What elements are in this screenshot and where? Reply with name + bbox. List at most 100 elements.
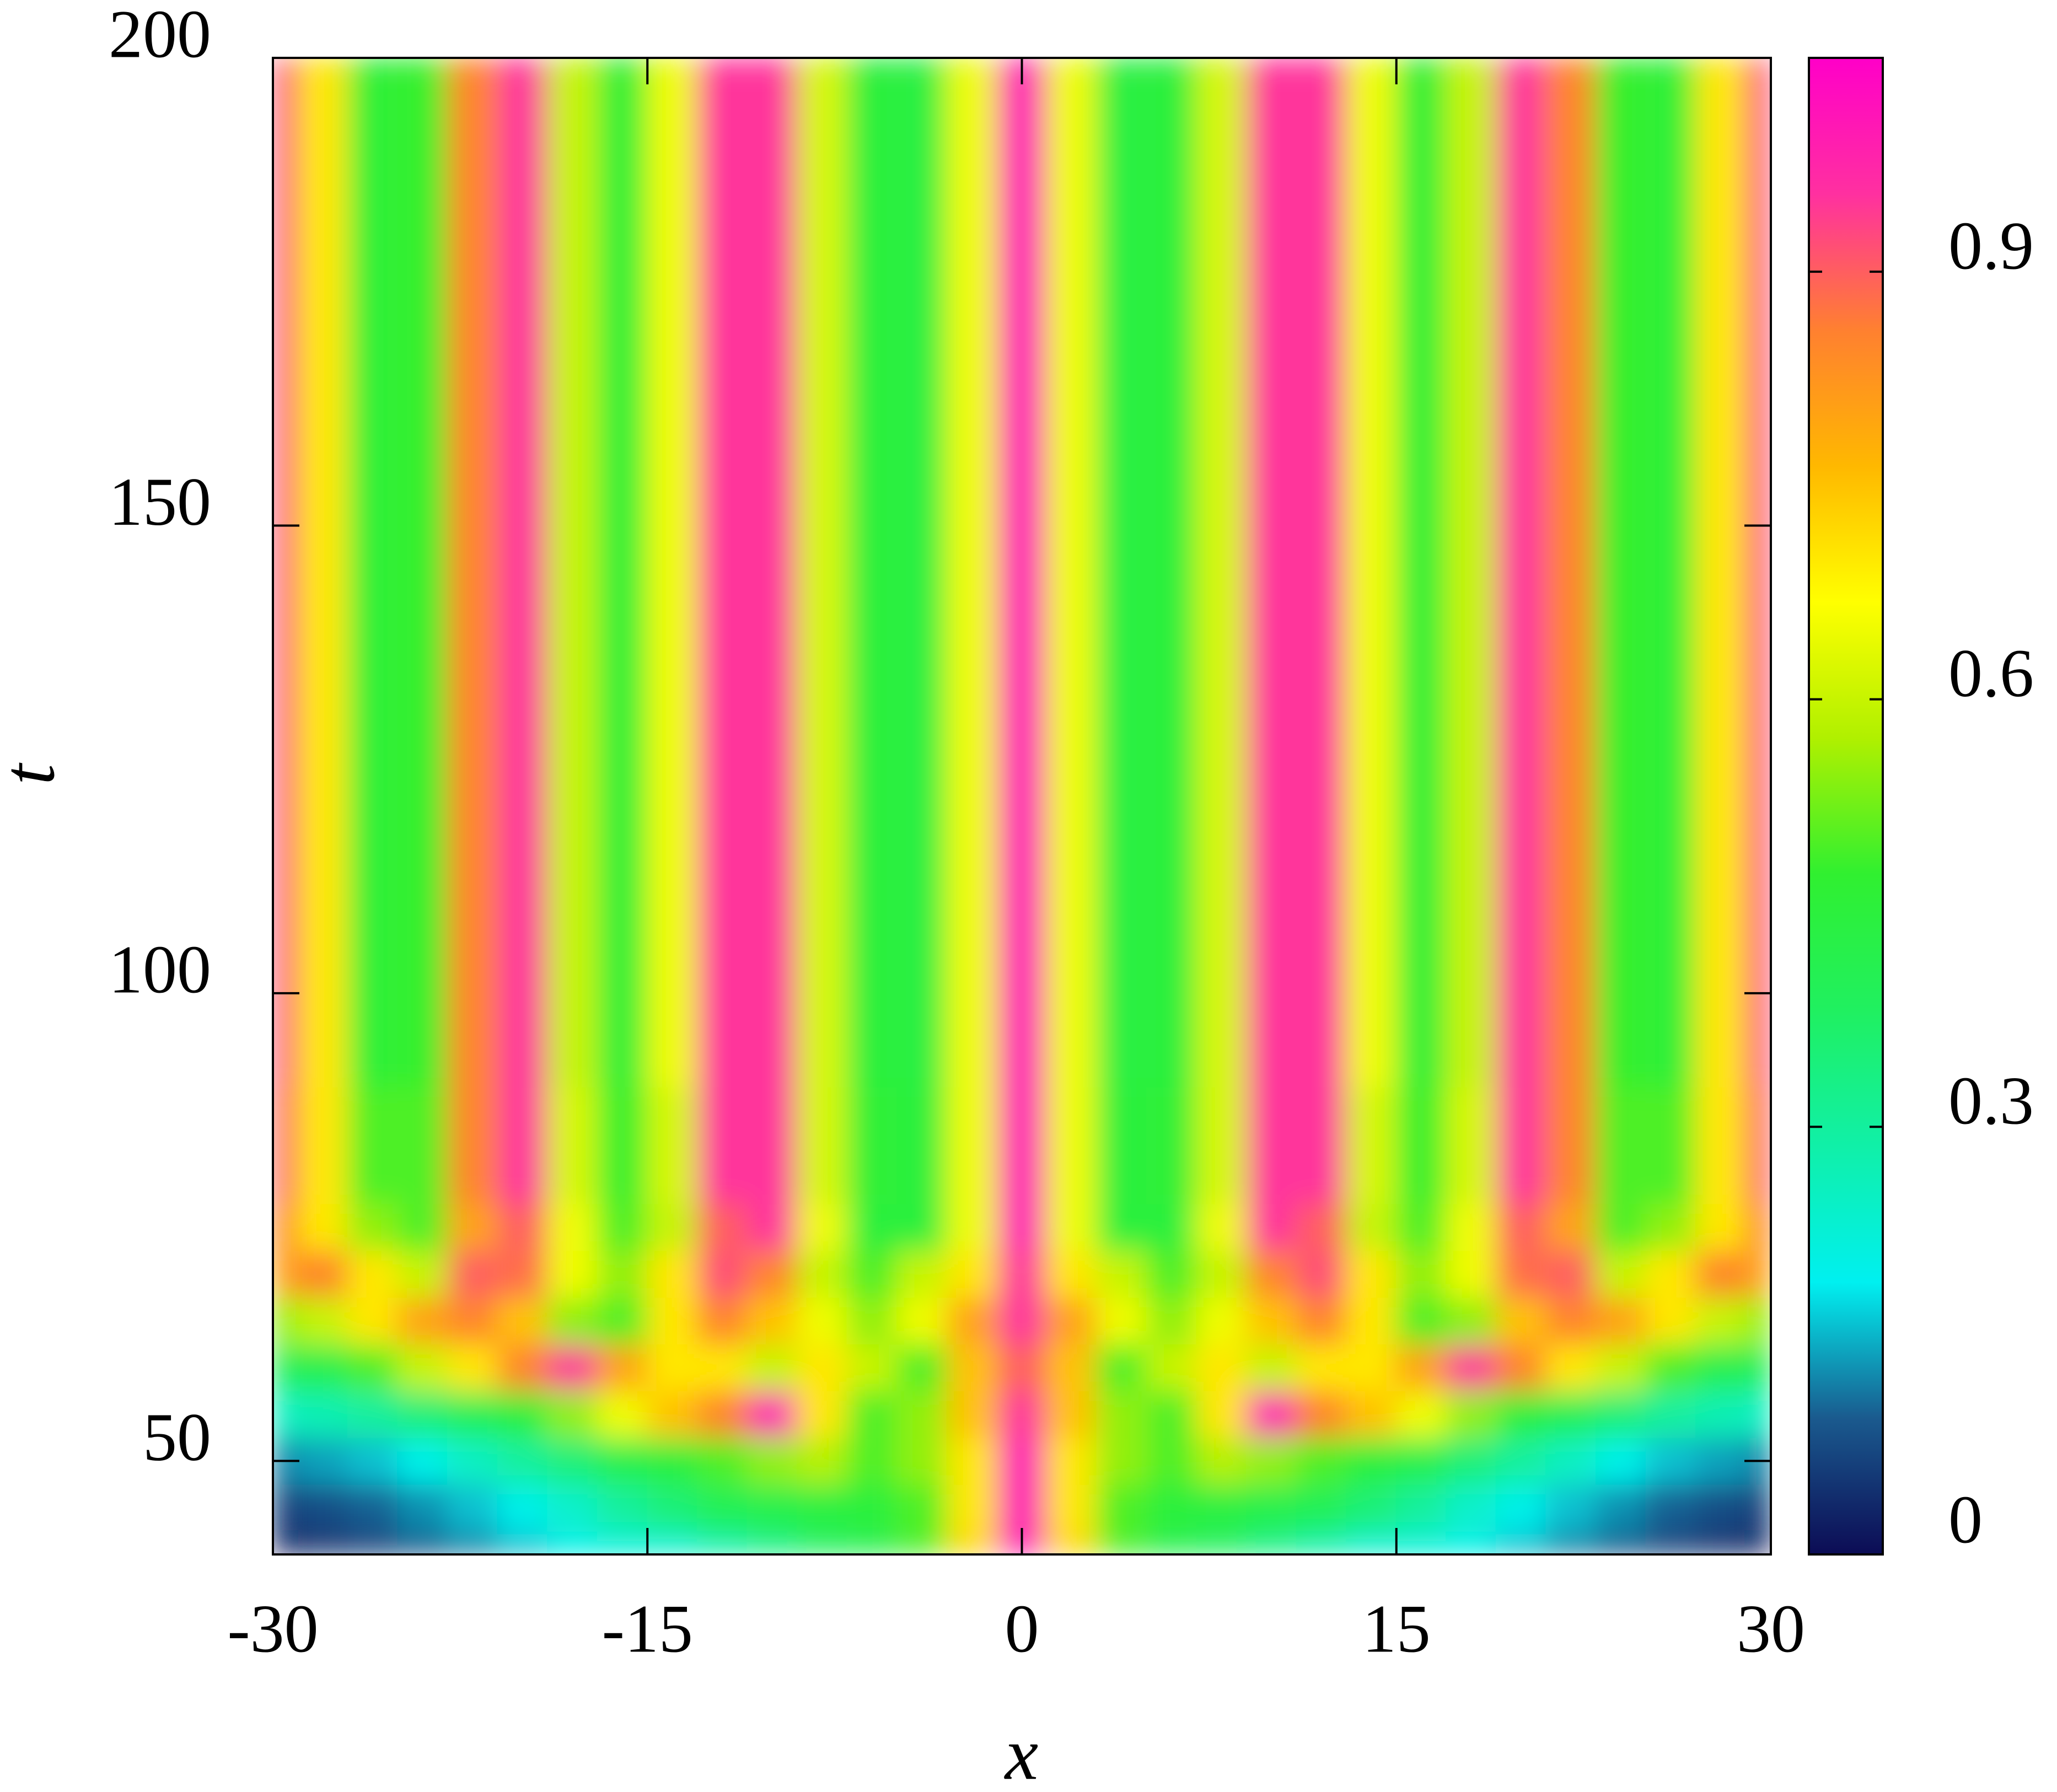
heatmap-cell	[597, 1390, 648, 1438]
heatmap-cell	[796, 1296, 848, 1345]
heatmap-cell	[846, 1203, 898, 1251]
y-tick-label: 100	[109, 932, 211, 1007]
heatmap-cell	[946, 58, 998, 293]
heatmap-cell	[1545, 1296, 1597, 1345]
heatmap-cell	[1246, 1530, 1297, 1554]
heatmap-cell	[1395, 1530, 1447, 1554]
heatmap-cell	[1246, 58, 1297, 293]
heatmap-cell	[597, 1436, 648, 1485]
heatmap-cell	[696, 1483, 748, 1532]
heatmap-cell	[746, 1086, 798, 1204]
heatmap-cell	[597, 1086, 648, 1204]
heatmap-cell	[796, 1086, 848, 1204]
heatmap-cell	[696, 1390, 748, 1438]
heatmap-cell	[297, 1203, 348, 1251]
heatmap-cell	[896, 1203, 948, 1251]
heatmap-cell	[1745, 1250, 1771, 1298]
heatmap-cell	[1146, 1086, 1197, 1204]
heatmap-cell	[1395, 291, 1447, 760]
heatmap-cell	[1695, 291, 1747, 760]
heatmap-cell	[1645, 1483, 1697, 1532]
heatmap-cell	[696, 1250, 748, 1298]
heatmap-cell	[297, 1530, 348, 1554]
y-tick-label: 50	[143, 1400, 211, 1475]
heatmap-cell	[1695, 1343, 1747, 1392]
heatmap-cell	[1296, 758, 1347, 1088]
heatmap-cells	[273, 58, 1771, 1554]
heatmap-cell	[996, 1296, 1048, 1345]
heatmap-cell	[647, 1390, 698, 1438]
colorbar-tick-label: 0.6	[1948, 636, 2034, 711]
colorbar-tick-label: 0	[1948, 1482, 1983, 1557]
heatmap-cell	[1196, 1483, 1248, 1532]
heatmap-cell	[796, 1530, 848, 1554]
heatmap-cell	[1346, 58, 1397, 293]
heatmap-cell	[996, 1343, 1048, 1392]
heatmap-cell	[397, 758, 448, 1088]
heatmap-cell	[996, 758, 1048, 1088]
heatmap-cell	[1645, 1250, 1697, 1298]
heatmap-cell	[1596, 1530, 1647, 1554]
heatmap-cell	[1096, 1086, 1147, 1204]
heatmap-cell	[696, 1296, 748, 1345]
heatmap-cell	[1446, 1483, 1497, 1532]
ticks: -30 -15 0 15 30 50 100 150 200 0 0.3 0.6 0.9	[109, 0, 2034, 1666]
heatmap-cell	[497, 291, 549, 760]
heatmap-cell	[1446, 1086, 1497, 1204]
heatmap-cell	[347, 291, 399, 760]
heatmap-cell	[1146, 1436, 1197, 1485]
heatmap-cell	[347, 1250, 399, 1298]
x-tick-label: -15	[602, 1591, 693, 1666]
heatmap-cell	[1596, 1250, 1647, 1298]
heatmap-cell	[1645, 1203, 1697, 1251]
heatmap-cell	[1645, 58, 1697, 293]
heatmap-cell	[796, 758, 848, 1088]
heatmap-cell	[1695, 1250, 1747, 1298]
heatmap-cell	[1346, 1436, 1397, 1485]
heatmap-cell	[796, 1250, 848, 1298]
heatmap-cell	[1495, 1086, 1547, 1204]
heatmap-cell	[1695, 1296, 1747, 1345]
heatmap-cell	[297, 291, 348, 760]
heatmap-cell	[447, 1343, 498, 1392]
heatmap-cell	[1395, 58, 1447, 293]
heatmap-cell	[1395, 1343, 1447, 1392]
heatmap-cell	[896, 1296, 948, 1345]
heatmap-cell	[946, 1203, 998, 1251]
heatmap-cell	[547, 1086, 598, 1204]
heatmap-cell	[896, 1530, 948, 1554]
heatmap-cell	[1196, 758, 1248, 1088]
heatmap-cell	[297, 1390, 348, 1438]
heatmap-cell	[746, 1390, 798, 1438]
heatmap-cell	[1395, 1296, 1447, 1345]
heatmap-cell	[846, 1296, 898, 1345]
heatmap-cell	[1545, 1436, 1597, 1485]
heatmap-cell	[497, 58, 549, 293]
heatmap-cell	[1246, 1483, 1297, 1532]
heatmap-cell	[497, 1343, 549, 1392]
heatmap-cell	[796, 1483, 848, 1532]
heatmap-cell	[447, 1086, 498, 1204]
colorbar	[1809, 58, 1883, 1554]
heatmap-cell	[1495, 1530, 1547, 1554]
heatmap-cell	[1246, 1086, 1297, 1204]
heatmap-cell	[347, 58, 399, 293]
heatmap-cell	[896, 58, 948, 293]
heatmap-cell	[1395, 758, 1447, 1088]
heatmap-cell	[1495, 758, 1547, 1088]
heatmap-cell	[1346, 1203, 1397, 1251]
heatmap-cell	[497, 1296, 549, 1345]
heatmap-cell	[597, 291, 648, 760]
heatmap-cell	[547, 758, 598, 1088]
heatmap-cell	[497, 1250, 549, 1298]
colorbar-tick-label: 0.3	[1948, 1063, 2034, 1139]
heatmap-cell	[447, 1296, 498, 1345]
heatmap-cell	[1596, 1086, 1647, 1204]
heatmap-cell	[1545, 1530, 1597, 1554]
heatmap-cell	[1695, 1203, 1747, 1251]
heatmap-cell	[1146, 758, 1197, 1088]
heatmap-cell	[1745, 1343, 1771, 1392]
heatmap-cell	[1246, 1250, 1297, 1298]
heatmap-cell	[1246, 1390, 1297, 1438]
heatmap-cell	[1246, 1436, 1297, 1485]
